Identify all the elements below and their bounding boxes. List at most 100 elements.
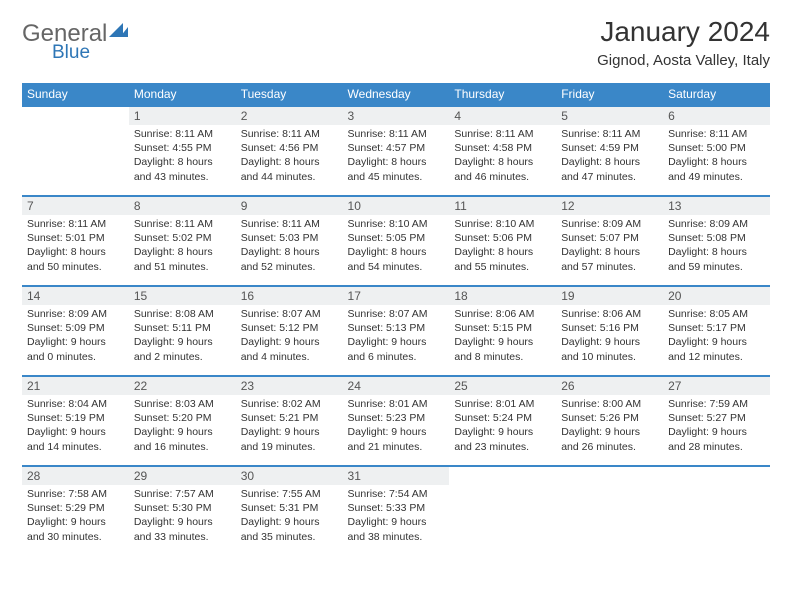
day-info: Sunrise: 8:04 AMSunset: 5:19 PMDaylight:…	[22, 395, 129, 458]
day-number: 9	[236, 196, 343, 215]
day-info: Sunrise: 8:01 AMSunset: 5:24 PMDaylight:…	[449, 395, 556, 458]
day-number: 5	[556, 106, 663, 125]
calendar-cell: 9Sunrise: 8:11 AMSunset: 5:03 PMDaylight…	[236, 196, 343, 286]
day-number: 22	[129, 376, 236, 395]
day-number: 25	[449, 376, 556, 395]
day-number: 26	[556, 376, 663, 395]
calendar-cell	[663, 466, 770, 556]
day-number: 3	[343, 106, 450, 125]
day-info: Sunrise: 8:11 AMSunset: 5:01 PMDaylight:…	[22, 215, 129, 278]
calendar-row: 1Sunrise: 8:11 AMSunset: 4:55 PMDaylight…	[22, 106, 770, 196]
day-info: Sunrise: 8:09 AMSunset: 5:09 PMDaylight:…	[22, 305, 129, 368]
day-info: Sunrise: 7:54 AMSunset: 5:33 PMDaylight:…	[343, 485, 450, 548]
weekday-header: Monday	[129, 83, 236, 106]
calendar-row: 21Sunrise: 8:04 AMSunset: 5:19 PMDayligh…	[22, 376, 770, 466]
day-info: Sunrise: 7:58 AMSunset: 5:29 PMDaylight:…	[22, 485, 129, 548]
calendar-cell: 6Sunrise: 8:11 AMSunset: 5:00 PMDaylight…	[663, 106, 770, 196]
day-info: Sunrise: 8:10 AMSunset: 5:05 PMDaylight:…	[343, 215, 450, 278]
calendar-cell: 7Sunrise: 8:11 AMSunset: 5:01 PMDaylight…	[22, 196, 129, 286]
calendar-cell: 24Sunrise: 8:01 AMSunset: 5:23 PMDayligh…	[343, 376, 450, 466]
weekday-header: Thursday	[449, 83, 556, 106]
calendar-cell: 11Sunrise: 8:10 AMSunset: 5:06 PMDayligh…	[449, 196, 556, 286]
day-number: 4	[449, 106, 556, 125]
day-info: Sunrise: 8:11 AMSunset: 5:00 PMDaylight:…	[663, 125, 770, 188]
calendar-cell: 27Sunrise: 7:59 AMSunset: 5:27 PMDayligh…	[663, 376, 770, 466]
day-number-empty	[22, 106, 129, 125]
day-info: Sunrise: 8:11 AMSunset: 4:59 PMDaylight:…	[556, 125, 663, 188]
calendar-cell: 12Sunrise: 8:09 AMSunset: 5:07 PMDayligh…	[556, 196, 663, 286]
day-info: Sunrise: 8:11 AMSunset: 5:02 PMDaylight:…	[129, 215, 236, 278]
day-number: 18	[449, 286, 556, 305]
calendar-body: 1Sunrise: 8:11 AMSunset: 4:55 PMDaylight…	[22, 106, 770, 556]
calendar-cell: 13Sunrise: 8:09 AMSunset: 5:08 PMDayligh…	[663, 196, 770, 286]
day-number: 8	[129, 196, 236, 215]
day-info: Sunrise: 8:01 AMSunset: 5:23 PMDaylight:…	[343, 395, 450, 458]
calendar-cell: 16Sunrise: 8:07 AMSunset: 5:12 PMDayligh…	[236, 286, 343, 376]
day-number: 6	[663, 106, 770, 125]
day-info: Sunrise: 8:11 AMSunset: 4:57 PMDaylight:…	[343, 125, 450, 188]
day-number-empty	[663, 466, 770, 485]
calendar-cell: 18Sunrise: 8:06 AMSunset: 5:15 PMDayligh…	[449, 286, 556, 376]
calendar-cell: 2Sunrise: 8:11 AMSunset: 4:56 PMDaylight…	[236, 106, 343, 196]
day-info: Sunrise: 8:06 AMSunset: 5:15 PMDaylight:…	[449, 305, 556, 368]
calendar-cell: 5Sunrise: 8:11 AMSunset: 4:59 PMDaylight…	[556, 106, 663, 196]
calendar-cell	[22, 106, 129, 196]
day-number: 17	[343, 286, 450, 305]
calendar-row: 7Sunrise: 8:11 AMSunset: 5:01 PMDaylight…	[22, 196, 770, 286]
day-number: 2	[236, 106, 343, 125]
day-info: Sunrise: 7:59 AMSunset: 5:27 PMDaylight:…	[663, 395, 770, 458]
day-info: Sunrise: 8:06 AMSunset: 5:16 PMDaylight:…	[556, 305, 663, 368]
calendar-cell: 22Sunrise: 8:03 AMSunset: 5:20 PMDayligh…	[129, 376, 236, 466]
weekday-header: Wednesday	[343, 83, 450, 106]
day-info: Sunrise: 8:07 AMSunset: 5:13 PMDaylight:…	[343, 305, 450, 368]
calendar-cell: 8Sunrise: 8:11 AMSunset: 5:02 PMDaylight…	[129, 196, 236, 286]
day-number: 10	[343, 196, 450, 215]
day-number: 28	[22, 466, 129, 485]
weekday-header: Saturday	[663, 83, 770, 106]
day-info: Sunrise: 8:07 AMSunset: 5:12 PMDaylight:…	[236, 305, 343, 368]
calendar-table: SundayMondayTuesdayWednesdayThursdayFrid…	[22, 83, 770, 556]
calendar-cell: 23Sunrise: 8:02 AMSunset: 5:21 PMDayligh…	[236, 376, 343, 466]
day-number: 23	[236, 376, 343, 395]
calendar-cell: 29Sunrise: 7:57 AMSunset: 5:30 PMDayligh…	[129, 466, 236, 556]
month-title: January 2024	[597, 16, 770, 48]
logo-triangle2-icon	[120, 27, 128, 37]
day-number: 30	[236, 466, 343, 485]
weekday-header: Sunday	[22, 83, 129, 106]
day-number: 24	[343, 376, 450, 395]
day-number: 27	[663, 376, 770, 395]
day-info: Sunrise: 8:11 AMSunset: 5:03 PMDaylight:…	[236, 215, 343, 278]
calendar-cell: 20Sunrise: 8:05 AMSunset: 5:17 PMDayligh…	[663, 286, 770, 376]
day-info: Sunrise: 8:10 AMSunset: 5:06 PMDaylight:…	[449, 215, 556, 278]
calendar-cell: 25Sunrise: 8:01 AMSunset: 5:24 PMDayligh…	[449, 376, 556, 466]
day-info: Sunrise: 8:02 AMSunset: 5:21 PMDaylight:…	[236, 395, 343, 458]
calendar-cell: 21Sunrise: 8:04 AMSunset: 5:19 PMDayligh…	[22, 376, 129, 466]
day-info: Sunrise: 8:11 AMSunset: 4:58 PMDaylight:…	[449, 125, 556, 188]
title-block: January 2024 Gignod, Aosta Valley, Italy	[597, 16, 770, 69]
calendar-cell: 15Sunrise: 8:08 AMSunset: 5:11 PMDayligh…	[129, 286, 236, 376]
day-number: 1	[129, 106, 236, 125]
calendar-cell: 30Sunrise: 7:55 AMSunset: 5:31 PMDayligh…	[236, 466, 343, 556]
day-info: Sunrise: 8:09 AMSunset: 5:08 PMDaylight:…	[663, 215, 770, 278]
calendar-cell: 4Sunrise: 8:11 AMSunset: 4:58 PMDaylight…	[449, 106, 556, 196]
day-info: Sunrise: 7:57 AMSunset: 5:30 PMDaylight:…	[129, 485, 236, 548]
day-number-empty	[556, 466, 663, 485]
calendar-row: 28Sunrise: 7:58 AMSunset: 5:29 PMDayligh…	[22, 466, 770, 556]
location: Gignod, Aosta Valley, Italy	[597, 52, 770, 69]
weekday-header: Tuesday	[236, 83, 343, 106]
calendar-cell: 19Sunrise: 8:06 AMSunset: 5:16 PMDayligh…	[556, 286, 663, 376]
day-info: Sunrise: 8:05 AMSunset: 5:17 PMDaylight:…	[663, 305, 770, 368]
calendar-cell: 14Sunrise: 8:09 AMSunset: 5:09 PMDayligh…	[22, 286, 129, 376]
day-info: Sunrise: 7:55 AMSunset: 5:31 PMDaylight:…	[236, 485, 343, 548]
calendar-cell: 10Sunrise: 8:10 AMSunset: 5:05 PMDayligh…	[343, 196, 450, 286]
day-number: 21	[22, 376, 129, 395]
calendar-cell	[449, 466, 556, 556]
day-info: Sunrise: 8:11 AMSunset: 4:56 PMDaylight:…	[236, 125, 343, 188]
logo-text-2: Blue	[52, 42, 90, 64]
day-number: 19	[556, 286, 663, 305]
calendar-cell: 26Sunrise: 8:00 AMSunset: 5:26 PMDayligh…	[556, 376, 663, 466]
calendar-cell: 3Sunrise: 8:11 AMSunset: 4:57 PMDaylight…	[343, 106, 450, 196]
day-number: 11	[449, 196, 556, 215]
day-number-empty	[449, 466, 556, 485]
weekday-header: Friday	[556, 83, 663, 106]
